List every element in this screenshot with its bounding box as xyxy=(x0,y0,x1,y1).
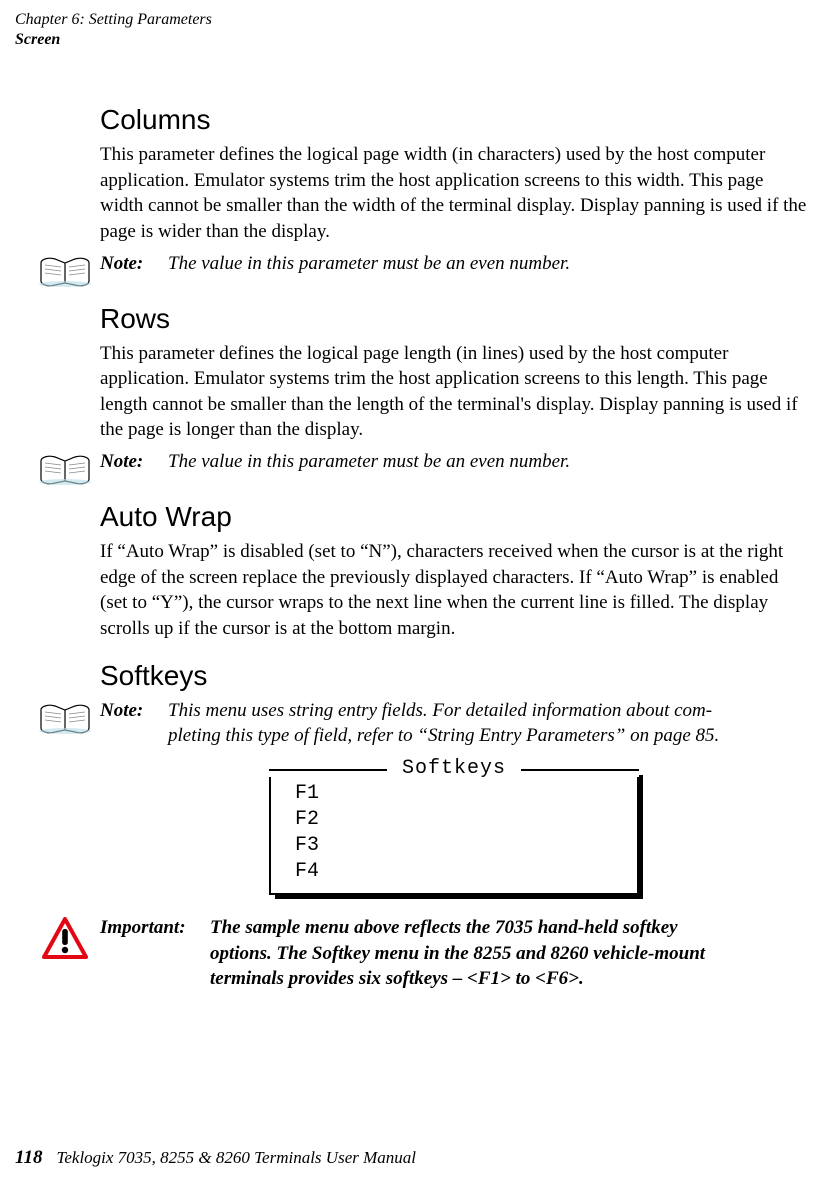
page-number: 118 xyxy=(15,1147,42,1168)
softkey-item: F4 xyxy=(295,859,637,885)
important-note: Important:The sample menu above reflects… xyxy=(30,915,808,992)
running-header-line1: Chapter 6: Setting Parameters xyxy=(15,10,212,30)
body-rows: This parameter defines the logical page … xyxy=(100,341,808,444)
running-header: Chapter 6: Setting Parameters Screen xyxy=(15,10,212,50)
heading-columns: Columns xyxy=(100,104,808,136)
softkeys-list: F1 F2 F3 F4 xyxy=(269,777,639,895)
body-columns: This parameter defines the logical page … xyxy=(100,142,808,245)
content-area: Columns This parameter defines the logic… xyxy=(100,90,808,998)
footer-text: Teklogix 7035, 8255 & 8260 Terminals Use… xyxy=(56,1148,416,1167)
body-autowrap: If “Auto Wrap” is disabled (set to “N”),… xyxy=(100,539,808,642)
softkey-item: F2 xyxy=(295,807,637,833)
important-text-line3: terminals provides six softkeys – <F1> t… xyxy=(210,966,808,992)
book-icon xyxy=(30,449,100,487)
important-label: Important: xyxy=(100,915,210,941)
heading-autowrap: Auto Wrap xyxy=(100,501,808,533)
running-header-line2: Screen xyxy=(15,30,212,50)
note-text-line2: pleting this type of field, refer to “St… xyxy=(168,723,808,749)
note-label: Note: xyxy=(100,251,168,277)
footer: 118 Teklogix 7035, 8255 & 8260 Terminals … xyxy=(15,1147,416,1169)
note-label: Note: xyxy=(100,698,168,724)
page: Chapter 6: Setting Parameters Screen Col… xyxy=(0,0,838,1197)
note-softkeys: Note:This menu uses string entry fields.… xyxy=(30,698,808,749)
note-rows: Note:The value in this parameter must be… xyxy=(30,449,808,487)
warning-icon xyxy=(30,915,100,959)
note-text: The value in this parameter must be an e… xyxy=(168,451,570,472)
book-icon xyxy=(30,251,100,289)
softkey-item: F1 xyxy=(295,781,637,807)
heading-rows: Rows xyxy=(100,303,808,335)
note-columns: Note:The value in this parameter must be… xyxy=(30,251,808,289)
note-label: Note: xyxy=(100,449,168,475)
heading-softkeys: Softkeys xyxy=(100,660,808,692)
softkeys-menu-wrap: Softkeys F1 F2 F3 F4 xyxy=(100,761,808,895)
note-text-line1: This menu uses string entry fields. For … xyxy=(168,700,712,721)
softkey-item: F3 xyxy=(295,833,637,859)
book-icon xyxy=(30,698,100,736)
important-text-line2: options. The Softkey menu in the 8255 an… xyxy=(210,941,808,967)
important-text-line1: The sample menu above reflects the 7035 … xyxy=(210,917,678,938)
softkeys-menu-box: Softkeys F1 F2 F3 F4 xyxy=(269,761,639,895)
note-text: The value in this parameter must be an e… xyxy=(168,253,570,274)
